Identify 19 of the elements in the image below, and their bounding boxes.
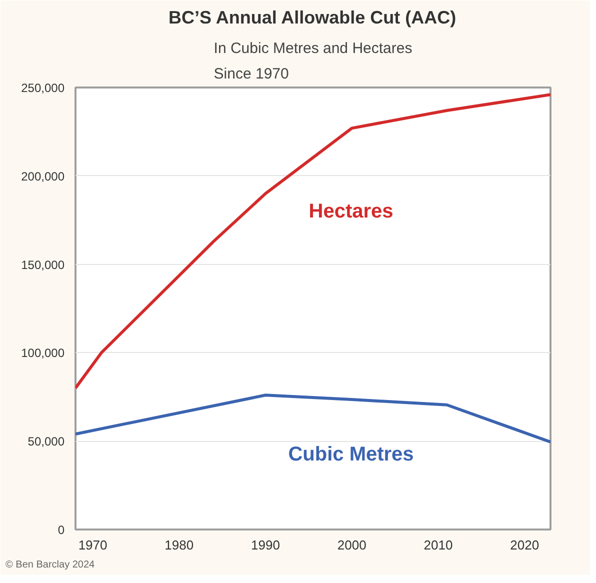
x-tick-label: 2020 — [510, 538, 540, 552]
x-tick-label: 2000 — [337, 538, 366, 552]
y-tick-label: 150,000 — [21, 258, 65, 272]
y-tick-label: 200,000 — [21, 169, 65, 184]
series-label: Hectares — [308, 200, 394, 222]
y-tick-label: 50,000 — [28, 434, 65, 449]
chart-subtitle: In Cubic Metres and Hectares Since 1970 — [214, 40, 412, 82]
text: Cubic Metres — [288, 443, 414, 466]
y-tick-label: 0 — [58, 523, 65, 537]
text: © Ben Barclay 2024 — [6, 560, 96, 570]
x-tick-label: 1970 — [78, 538, 108, 552]
chart-title: BC’S Annual Allowable Cut (AAC) — [168, 8, 456, 28]
x-tick-label: 1980 — [164, 538, 194, 552]
y-tick-label: 250,000 — [21, 81, 65, 95]
line-series — [76, 93, 550, 390]
y-tick-label: 100,000 — [21, 346, 65, 360]
line-series — [76, 394, 550, 444]
x-tick-label: 1990 — [251, 538, 280, 552]
x-tick-label: 2010 — [424, 538, 453, 552]
